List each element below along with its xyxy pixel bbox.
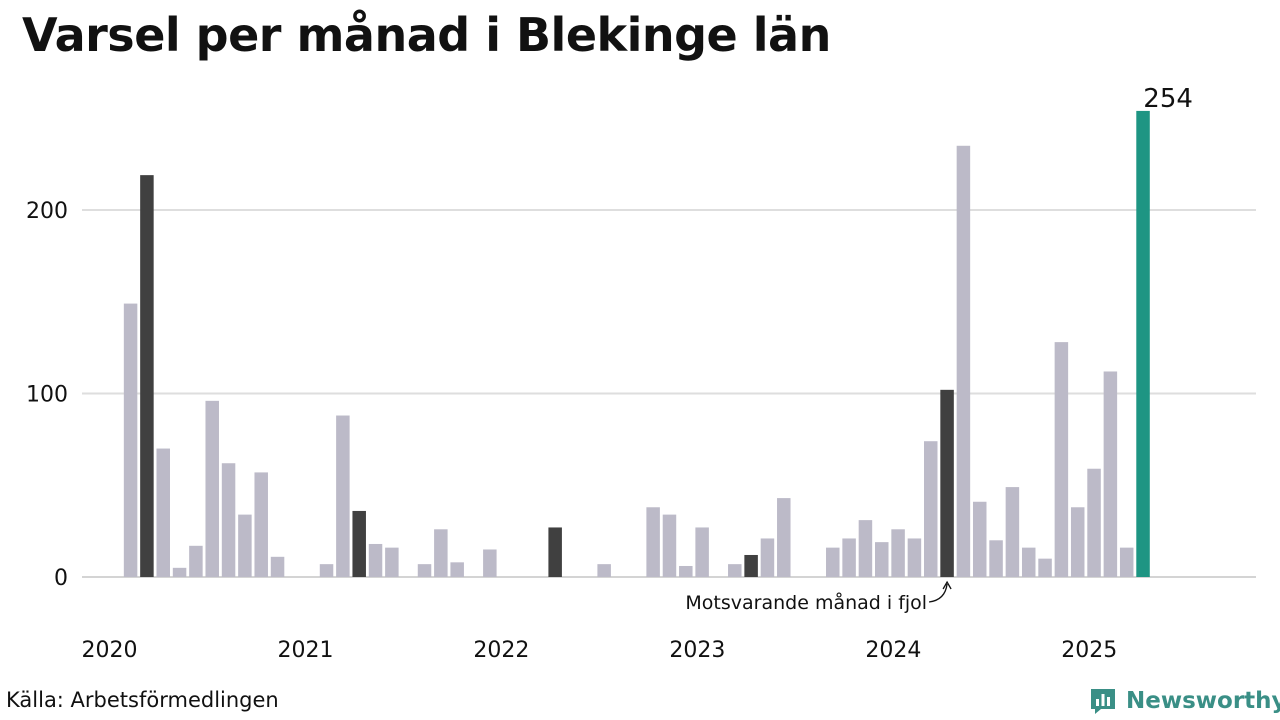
bar [270, 556, 285, 577]
bar [826, 547, 840, 577]
bar [695, 527, 709, 577]
bar [679, 565, 693, 577]
bar [907, 538, 922, 577]
source-note: Källa: Arbetsförmedlingen [6, 688, 279, 712]
x-tick-label: 2025 [1061, 638, 1117, 663]
bar [891, 529, 905, 577]
bar [319, 564, 334, 577]
x-tick-label: 2022 [473, 638, 529, 663]
bar [777, 498, 791, 577]
bar [989, 540, 1003, 577]
annotation-arrowhead [942, 580, 952, 590]
bar [1005, 487, 1020, 577]
bar-same-month-last-year [352, 510, 366, 577]
bar-same-month-last-year [940, 389, 954, 577]
bar-same-month-last-year [548, 527, 562, 577]
bar-same-month-last-year [744, 554, 758, 577]
bar [1038, 558, 1052, 577]
current-value-label: 254 [1143, 84, 1193, 114]
bar [956, 145, 971, 577]
bar [1087, 468, 1101, 577]
brand-name: Newsworthy [1126, 688, 1280, 714]
x-tick-label: 2024 [865, 638, 921, 663]
bar [434, 529, 448, 577]
bar [385, 547, 399, 577]
bar [875, 542, 889, 577]
bar [728, 564, 742, 577]
bar-same-month-last-year [140, 175, 154, 577]
bar [238, 514, 252, 577]
bar [368, 543, 383, 577]
x-tick-label: 2020 [82, 638, 138, 663]
annotation-text: Motsvarande månad i fjol [685, 591, 927, 614]
bar [336, 415, 350, 577]
bar [156, 448, 170, 577]
chart-title: Varsel per månad i Blekinge län [22, 8, 831, 62]
bar [842, 538, 856, 577]
bar [1021, 547, 1036, 577]
bar [254, 472, 268, 577]
bar [1103, 371, 1118, 577]
y-tick-label: 100 [26, 383, 68, 408]
bar [123, 303, 138, 577]
bar [597, 564, 611, 577]
bar [760, 538, 775, 577]
bar [972, 501, 987, 577]
x-tick-label: 2023 [669, 638, 725, 663]
bar-chart: 0 100 200 2020 2021 2022 2023 2024 2025 254 Motsva… [26, 84, 1256, 663]
bar [450, 562, 464, 577]
brand-logo: Newsworthy [1088, 684, 1280, 718]
bar [205, 400, 219, 577]
bar [1070, 507, 1085, 577]
annotation-arrow [928, 583, 948, 603]
bar [646, 507, 660, 577]
bar [858, 520, 873, 577]
y-tick-label: 0 [54, 566, 68, 591]
bar [221, 463, 236, 577]
bar [662, 514, 677, 577]
bar [172, 567, 187, 577]
x-tick-label: 2021 [277, 638, 333, 663]
bar [1054, 342, 1069, 577]
newsworthy-logo-icon [1091, 689, 1115, 714]
y-tick-label: 200 [26, 199, 68, 224]
bar-current-month [1136, 110, 1150, 577]
bar [1119, 547, 1134, 577]
bar [483, 549, 497, 577]
bar [924, 441, 938, 577]
bar [417, 564, 432, 577]
bar [189, 545, 203, 577]
